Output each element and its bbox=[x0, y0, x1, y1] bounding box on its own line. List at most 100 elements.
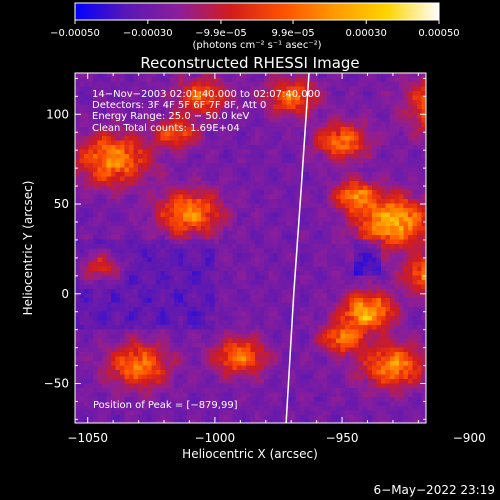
heatmap-cell bbox=[363, 77, 368, 83]
heatmap-cell bbox=[336, 172, 341, 177]
heatmap-cell bbox=[250, 176, 256, 182]
heatmap-cell bbox=[205, 226, 211, 231]
heatmap-cell bbox=[223, 302, 229, 308]
heatmap-cell bbox=[282, 149, 287, 155]
heatmap-cell bbox=[309, 208, 314, 213]
heatmap-cell bbox=[124, 334, 130, 339]
heatmap-cell bbox=[286, 113, 292, 119]
heatmap-cell bbox=[340, 235, 346, 240]
heatmap-cell bbox=[241, 199, 247, 204]
heatmap-cell bbox=[259, 82, 265, 87]
heatmap-cell bbox=[403, 329, 409, 335]
heatmap-cell bbox=[318, 185, 323, 191]
heatmap-cell bbox=[214, 338, 220, 344]
heatmap-cell bbox=[124, 199, 130, 204]
heatmap-cell bbox=[223, 181, 229, 186]
heatmap-cell bbox=[84, 320, 89, 326]
heatmap-cell bbox=[79, 338, 85, 344]
heatmap-cell bbox=[124, 311, 130, 317]
heatmap-cell bbox=[133, 190, 139, 195]
heatmap-cell bbox=[214, 73, 220, 78]
heatmap-cell bbox=[399, 293, 404, 299]
heatmap-cell bbox=[390, 221, 395, 227]
heatmap-cell bbox=[412, 239, 418, 245]
heatmap-cell bbox=[295, 271, 301, 276]
heatmap-cell bbox=[295, 167, 301, 173]
heatmap-cell bbox=[205, 212, 211, 218]
heatmap-cell bbox=[354, 347, 359, 353]
heatmap-cell bbox=[331, 199, 337, 204]
heatmap-cell bbox=[133, 118, 139, 123]
heatmap-cell bbox=[336, 356, 341, 362]
heatmap-cell bbox=[160, 190, 166, 195]
heatmap-cell bbox=[403, 73, 409, 78]
heatmap-cell bbox=[255, 95, 260, 101]
heatmap-cell bbox=[354, 131, 359, 137]
heatmap-cell bbox=[147, 212, 152, 218]
heatmap-cell bbox=[97, 91, 103, 96]
heatmap-cell bbox=[268, 334, 274, 339]
heatmap-cell bbox=[147, 325, 152, 330]
heatmap-cell bbox=[223, 208, 229, 213]
heatmap-cell bbox=[115, 311, 121, 317]
heatmap-cell bbox=[412, 158, 418, 164]
heatmap-cell bbox=[318, 95, 323, 101]
heatmap-cell bbox=[237, 235, 242, 240]
heatmap-cell bbox=[349, 185, 355, 191]
heatmap-cell bbox=[160, 181, 166, 186]
heatmap-cell bbox=[264, 221, 269, 227]
heatmap-cell bbox=[268, 154, 274, 159]
heatmap-cell bbox=[345, 149, 350, 155]
heatmap-cell bbox=[412, 298, 418, 303]
heatmap-cell bbox=[133, 266, 139, 272]
heatmap-cell bbox=[250, 217, 256, 222]
heatmap-cell bbox=[246, 289, 251, 294]
heatmap-cell bbox=[241, 352, 247, 357]
heatmap-cell bbox=[295, 289, 301, 294]
heatmap-cell bbox=[88, 185, 94, 191]
heatmap-cell bbox=[250, 167, 256, 173]
heatmap-cell bbox=[399, 275, 404, 281]
heatmap-cell bbox=[160, 136, 166, 141]
heatmap-cell bbox=[169, 113, 175, 119]
heatmap-cell bbox=[169, 194, 175, 200]
heatmap-cell bbox=[408, 86, 413, 92]
heatmap-cell bbox=[228, 118, 233, 123]
heatmap-cell bbox=[241, 118, 247, 123]
heatmap-cell bbox=[282, 239, 287, 245]
heatmap-cell bbox=[246, 230, 251, 236]
heatmap-cell bbox=[363, 338, 368, 344]
heatmap-cell bbox=[421, 284, 426, 290]
heatmap-cell bbox=[403, 293, 409, 299]
heatmap-cell bbox=[403, 167, 409, 173]
heatmap-cell bbox=[412, 293, 418, 299]
heatmap-cell bbox=[282, 343, 287, 348]
heatmap-cell bbox=[106, 253, 112, 258]
heatmap-cell bbox=[246, 194, 251, 200]
heatmap-cell bbox=[336, 329, 341, 335]
heatmap-cell bbox=[255, 104, 260, 110]
heatmap-cell bbox=[322, 158, 328, 164]
heatmap-cell bbox=[367, 280, 373, 285]
heatmap-cell bbox=[174, 104, 179, 110]
heatmap-cell bbox=[111, 208, 116, 213]
heatmap-cell bbox=[75, 352, 80, 357]
heatmap-cell bbox=[115, 320, 121, 326]
heatmap-cell bbox=[381, 194, 386, 200]
heatmap-cell bbox=[390, 127, 395, 132]
heatmap-cell bbox=[232, 217, 238, 222]
heatmap-cell bbox=[246, 104, 251, 110]
heatmap-cell bbox=[286, 284, 292, 290]
heatmap-cell bbox=[250, 82, 256, 87]
heatmap-cell bbox=[255, 113, 260, 119]
heatmap-cell bbox=[124, 248, 130, 254]
heatmap-cell bbox=[313, 244, 319, 249]
heatmap-cell bbox=[165, 82, 170, 87]
heatmap-cell bbox=[327, 131, 332, 137]
heatmap-cell bbox=[345, 181, 350, 186]
heatmap-cell bbox=[138, 338, 143, 344]
heatmap-cell bbox=[160, 298, 166, 303]
heatmap-cell bbox=[187, 347, 193, 353]
heatmap-cell bbox=[349, 73, 355, 78]
heatmap-cell bbox=[124, 325, 130, 330]
